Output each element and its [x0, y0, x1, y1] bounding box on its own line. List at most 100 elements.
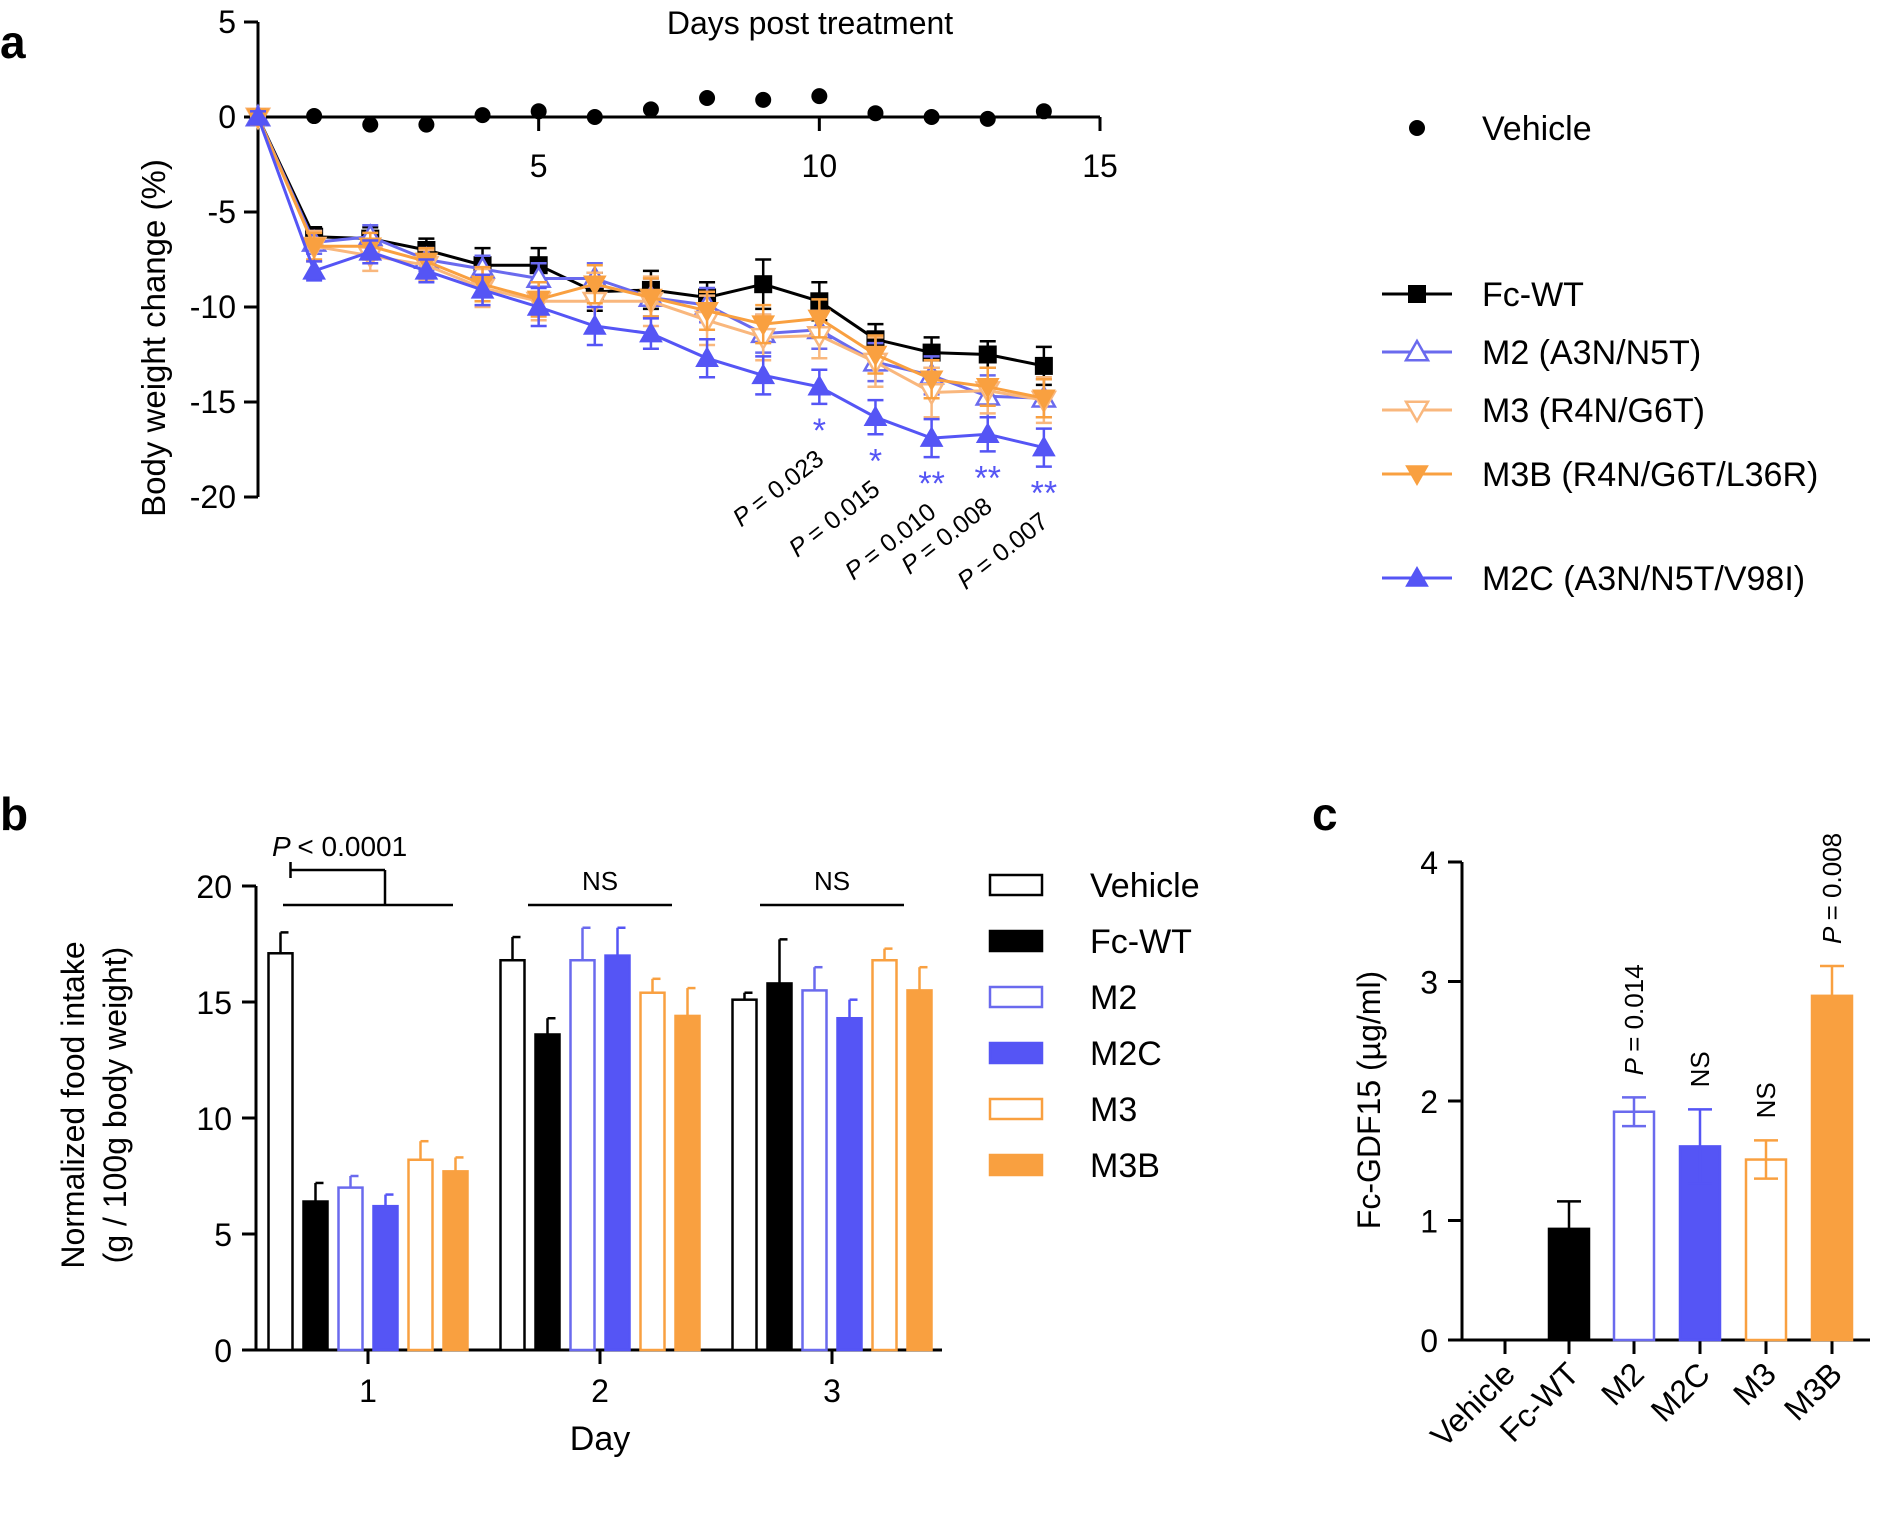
bar-group-day-1 [372, 1193, 399, 1352]
legend-swatch-marker [1405, 465, 1429, 487]
bar-group-day-3 [766, 938, 793, 1352]
legend-label: M2 [1090, 979, 1137, 1017]
panel-c-y-label: Fc-GDF15 (µg/ml) [1351, 971, 1387, 1229]
series-vehicle [250, 88, 1052, 133]
panel-a-y-tick-label: 5 [218, 4, 236, 40]
bar-group-day-1 [407, 1139, 434, 1352]
bar-group-m3b [1810, 964, 1854, 1342]
data-point-m3b [1032, 389, 1056, 411]
data-point-m2c [863, 405, 888, 426]
data-point-m2c [414, 258, 439, 280]
data-point-m3b [639, 288, 663, 310]
bar-fc-wt [534, 1033, 561, 1352]
legend-swatch [988, 1041, 1044, 1065]
data-point-m2c [919, 426, 944, 447]
panel-c-y-tick-label: 2 [1420, 1084, 1438, 1120]
panel-a-line-chart: Days post treatment Body weight change (… [135, 4, 1818, 598]
panel-a-x-tick-label: 10 [802, 148, 838, 184]
data-point-vehicle [642, 101, 659, 118]
legend-item-m3-r4n-g6t: M3 (R4N/G6T) [1382, 392, 1705, 430]
bar-m2c [372, 1204, 399, 1352]
data-point-fc_wt [978, 345, 997, 364]
data-point-m3b [919, 370, 944, 392]
panel-b-y-label-line1: Normalized food intake [55, 941, 91, 1268]
bar-group-day-2 [639, 977, 666, 1352]
significance-stars: ** [1031, 475, 1057, 513]
data-point-vehicle [1035, 103, 1052, 120]
p-symbol: P [728, 496, 763, 532]
panel-a-y-tick-label: -10 [190, 289, 236, 325]
legend-item-m2-a3n-n5t: M2 (A3N/N5T) [1382, 334, 1701, 372]
panel-a-title: Days post treatment [667, 5, 953, 41]
panel-b-legend: Vehicle Fc-WT M2 M2C M3 M3B [988, 867, 1200, 1185]
panel-a-axes: 5 0 -5 -10 -15 -20 5 10 15 [190, 4, 1118, 515]
p-symbol: P [952, 559, 987, 595]
data-point-vehicle [755, 91, 772, 108]
legend-item-fc-wt: Fc-WT [988, 923, 1192, 961]
legend-label: Fc-WT [1482, 276, 1584, 314]
panel-c-bars [1547, 964, 1854, 1342]
bar-group-day-3 [871, 947, 898, 1352]
bar-fc-wt [302, 1200, 329, 1352]
bar-group-day-2 [674, 986, 701, 1352]
data-point-m2c [639, 321, 663, 343]
bar-m2 [337, 1186, 364, 1352]
legend-item-m3b-r4n-g6t-l36r: M3B (R4N/G6T/L36R) [1382, 456, 1818, 494]
bar-vehicle [267, 952, 294, 1352]
data-point-vehicle [811, 88, 828, 105]
data-point-m3b [302, 237, 326, 259]
bar-group-day-3 [836, 998, 863, 1352]
panel-label-b: b [0, 788, 28, 840]
bar-m3 [639, 991, 666, 1352]
bar-m3 [1744, 1158, 1788, 1342]
bar-m3b [1810, 994, 1854, 1342]
ns-label: NS [814, 866, 850, 896]
data-point-vehicle [474, 107, 491, 124]
bar-group-day-3 [801, 965, 828, 1352]
data-point-vehicle [586, 109, 603, 125]
bar-group-day-3 [906, 965, 933, 1352]
legend-label: Fc-WT [1090, 923, 1192, 961]
data-point-m3b [807, 309, 832, 331]
panel-b-y-tick-label: 10 [196, 1101, 232, 1137]
ns-label: NS [1685, 1051, 1715, 1087]
data-point-m2c [302, 258, 326, 280]
significance-stars: ** [974, 459, 1000, 497]
significance-stars: * [869, 442, 882, 480]
data-point-vehicle [699, 90, 716, 106]
panel-b-bars [267, 926, 933, 1352]
bar-group-m2c [1678, 1108, 1722, 1342]
bar-m3b [906, 989, 933, 1352]
bar-group-m3 [1744, 1139, 1788, 1342]
panel-b-x-tick-label: 2 [591, 1373, 609, 1409]
panel-a-y-tick-label: -5 [208, 194, 236, 230]
panel-label-c: c [1312, 788, 1338, 840]
legend-label: Vehicle [1090, 867, 1200, 905]
bar-fc-wt [766, 982, 793, 1352]
data-point-m2c [975, 422, 1000, 444]
panel-c-y-tick-label: 1 [1420, 1204, 1438, 1240]
legend-label: M3 [1090, 1091, 1137, 1129]
legend-swatch-marker [1403, 338, 1431, 362]
panel-b-x-label: Day [570, 1420, 630, 1458]
bar-group-day-2 [534, 1016, 561, 1352]
legend-item-m2: M2 [988, 979, 1137, 1017]
data-point-m2c [246, 104, 270, 126]
panel-a-y-label: Body weight change (%) [135, 159, 172, 517]
legend-label: M2C [1090, 1035, 1162, 1073]
data-point-vehicle [923, 109, 940, 125]
panel-c-x-tick-label: M3B [1777, 1355, 1849, 1427]
panel-c-x-tick-label: M3 [1726, 1355, 1783, 1412]
legend-swatch [988, 1097, 1044, 1121]
bar-vehicle [499, 958, 526, 1352]
panel-a-legend: Vehicle Fc-WT M2 (A3N/N5T) M3 (R4N/G6T) M3B … [1382, 110, 1818, 598]
legend-label: M2 (A3N/N5T) [1482, 334, 1701, 372]
panel-label-a: a [0, 16, 26, 68]
p-symbol: P [840, 550, 875, 586]
bar-group-fc-wt [1547, 1200, 1591, 1342]
data-point-vehicle [530, 103, 547, 120]
data-point-m2c [751, 363, 776, 385]
legend-label: Vehicle [1482, 110, 1592, 148]
data-point-m2c [807, 374, 832, 396]
